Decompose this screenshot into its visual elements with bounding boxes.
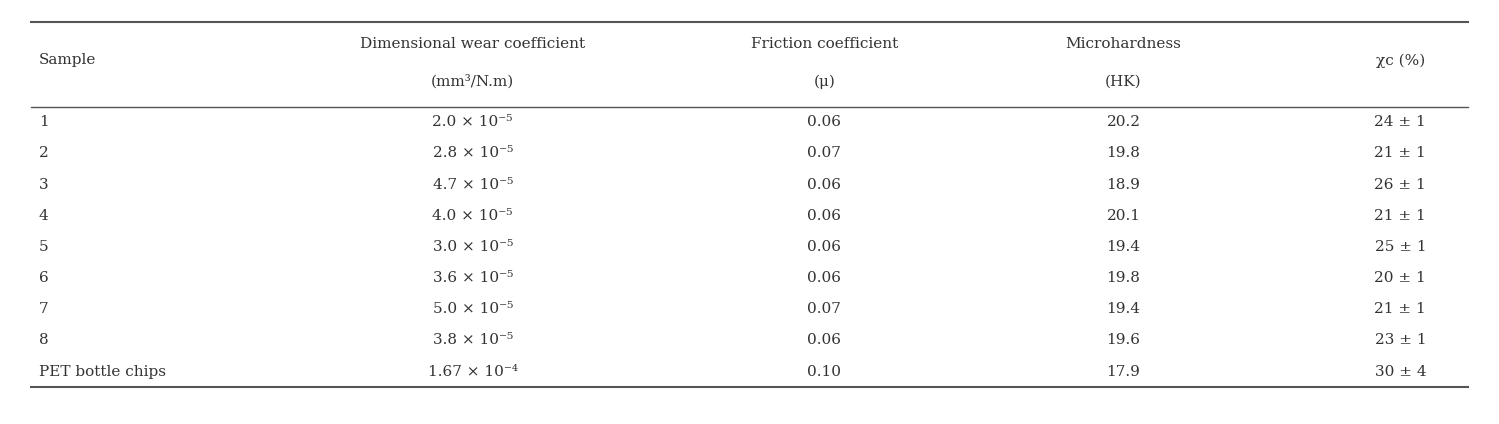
Text: 19.4: 19.4 (1106, 302, 1141, 316)
Text: 24 ± 1: 24 ± 1 (1375, 115, 1426, 129)
Text: 3.8 × 10⁻⁵: 3.8 × 10⁻⁵ (433, 333, 513, 348)
Text: Friction coefficient: Friction coefficient (751, 36, 898, 50)
Text: 3.6 × 10⁻⁵: 3.6 × 10⁻⁵ (433, 271, 513, 285)
Text: 4.7 × 10⁻⁵: 4.7 × 10⁻⁵ (433, 178, 513, 192)
Text: 20.2: 20.2 (1106, 115, 1141, 129)
Text: 3: 3 (39, 178, 48, 192)
Text: 1: 1 (39, 115, 48, 129)
Text: 21 ± 1: 21 ± 1 (1375, 209, 1426, 223)
Text: 0.07: 0.07 (808, 146, 841, 160)
Text: 0.06: 0.06 (808, 271, 841, 285)
Text: Sample: Sample (39, 53, 96, 67)
Text: 0.06: 0.06 (808, 115, 841, 129)
Text: 19.6: 19.6 (1106, 333, 1141, 348)
Text: 5: 5 (39, 240, 48, 254)
Text: 30 ± 4: 30 ± 4 (1375, 365, 1426, 379)
Text: 5.0 × 10⁻⁵: 5.0 × 10⁻⁵ (433, 302, 513, 316)
Text: 7: 7 (39, 302, 48, 316)
Text: 2.8 × 10⁻⁵: 2.8 × 10⁻⁵ (433, 146, 513, 160)
Text: 19.8: 19.8 (1106, 146, 1141, 160)
Text: 0.10: 0.10 (808, 365, 841, 379)
Text: 0.06: 0.06 (808, 240, 841, 254)
Text: χc (%): χc (%) (1376, 53, 1426, 67)
Text: 18.9: 18.9 (1106, 178, 1141, 192)
Text: 2: 2 (39, 146, 48, 160)
Text: 19.8: 19.8 (1106, 271, 1141, 285)
Text: 2.0 × 10⁻⁵: 2.0 × 10⁻⁵ (432, 115, 513, 129)
Text: 26 ± 1: 26 ± 1 (1375, 178, 1426, 192)
Text: 0.06: 0.06 (808, 209, 841, 223)
Text: 21 ± 1: 21 ± 1 (1375, 302, 1426, 316)
Text: 0.07: 0.07 (808, 302, 841, 316)
Text: 4.0 × 10⁻⁵: 4.0 × 10⁻⁵ (432, 209, 513, 223)
Text: 4: 4 (39, 209, 48, 223)
Text: 6: 6 (39, 271, 48, 285)
Text: PET bottle chips: PET bottle chips (39, 365, 166, 379)
Text: 19.4: 19.4 (1106, 240, 1141, 254)
Text: Dimensional wear coefficient: Dimensional wear coefficient (360, 36, 585, 50)
Text: 21 ± 1: 21 ± 1 (1375, 146, 1426, 160)
Text: 17.9: 17.9 (1106, 365, 1141, 379)
Text: 3.0 × 10⁻⁵: 3.0 × 10⁻⁵ (433, 240, 513, 254)
Text: 8: 8 (39, 333, 48, 348)
Text: 1.67 × 10⁻⁴: 1.67 × 10⁻⁴ (427, 365, 517, 379)
Text: 23 ± 1: 23 ± 1 (1375, 333, 1426, 348)
Text: Microhardness: Microhardness (1066, 36, 1181, 50)
Text: 20.1: 20.1 (1106, 209, 1141, 223)
Text: (mm³/N.m): (mm³/N.m) (432, 74, 514, 89)
Text: 20 ± 1: 20 ± 1 (1375, 271, 1426, 285)
Text: 0.06: 0.06 (808, 178, 841, 192)
Text: (HK): (HK) (1105, 75, 1142, 89)
Text: (μ): (μ) (814, 74, 835, 89)
Text: 0.06: 0.06 (808, 333, 841, 348)
Text: 25 ± 1: 25 ± 1 (1375, 240, 1426, 254)
